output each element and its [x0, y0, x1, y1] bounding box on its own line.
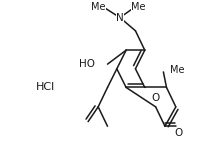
- Text: O: O: [152, 93, 160, 103]
- Text: Me: Me: [131, 2, 146, 12]
- Text: Me: Me: [170, 65, 184, 75]
- Text: HO: HO: [79, 59, 95, 69]
- Text: O: O: [175, 128, 183, 138]
- Text: HCl: HCl: [36, 82, 55, 92]
- Text: N: N: [116, 13, 124, 23]
- Text: Me: Me: [91, 2, 105, 12]
